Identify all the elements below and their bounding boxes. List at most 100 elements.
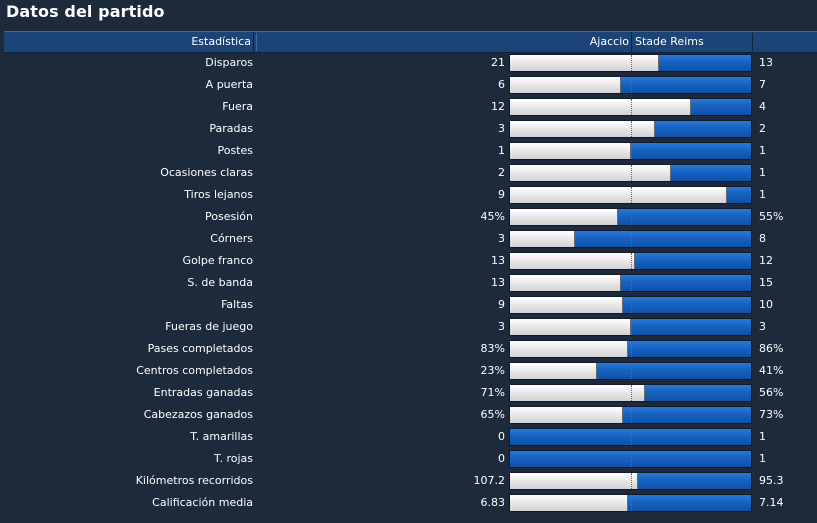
home-value: 1: [498, 144, 505, 157]
page-title: Datos del partido: [6, 2, 165, 21]
comparison-bar: [509, 406, 752, 424]
stat-row: Paradas 3 2: [0, 118, 817, 140]
bar-midline: [631, 385, 632, 401]
stat-label: Kilómetros recorridos: [135, 474, 253, 487]
stat-label: Golpe franco: [182, 254, 253, 267]
stat-row: Kilómetros recorridos 107.2 95.3: [0, 470, 817, 492]
bar-midline: [631, 473, 632, 489]
stat-label: Centros completados: [136, 364, 253, 377]
comparison-bar: [509, 340, 752, 358]
column-header-statistic[interactable]: Estadística: [4, 32, 254, 52]
column-header-home-team[interactable]: Ajaccio: [589, 35, 629, 48]
comparison-bar: [509, 208, 752, 226]
bar-midline: [631, 407, 632, 423]
comparison-bar: [509, 142, 752, 160]
comparison-bar: [509, 76, 752, 94]
comparison-bar: [509, 98, 752, 116]
bar-midline: [631, 209, 632, 225]
home-value: 13: [491, 254, 505, 267]
bar-midline: [631, 363, 632, 379]
stat-label: T. amarillas: [190, 430, 253, 443]
bar-midline: [631, 231, 632, 247]
home-share-fill: [510, 319, 631, 335]
comparison-bar: [509, 230, 752, 248]
comparison-bar: [509, 252, 752, 270]
home-value: 21: [491, 56, 505, 69]
home-share-fill: [510, 143, 631, 159]
stat-label: Postes: [217, 144, 253, 157]
bar-midline: [631, 341, 632, 357]
stat-row: Disparos 21 13: [0, 52, 817, 74]
home-value: 0: [498, 430, 505, 443]
bar-midline: [631, 297, 632, 313]
stat-label: A puerta: [205, 78, 253, 91]
home-share-fill: [510, 495, 629, 511]
comparison-bar: [509, 54, 752, 72]
column-header-away-team[interactable]: Stade Reims: [631, 32, 811, 52]
stat-label: Tiros lejanos: [184, 188, 253, 201]
bar-midline: [631, 275, 632, 291]
home-value: 6: [498, 78, 505, 91]
stat-row: Calificación media 6.83 7.14: [0, 492, 817, 514]
away-value: 4: [759, 100, 766, 113]
stats-table-body: Disparos 21 13 A puerta 6 7 Fuera 12 4 Paradas 3 2 P…: [0, 52, 817, 514]
away-value: 41%: [759, 364, 784, 377]
stat-row: Posesión 45% 55%: [0, 206, 817, 228]
home-share-fill: [510, 407, 624, 423]
away-value: 1: [759, 144, 766, 157]
away-value: 73%: [759, 408, 784, 421]
stat-label: Pases completados: [147, 342, 253, 355]
stat-label: Fuera: [222, 100, 253, 113]
bar-midline: [631, 429, 632, 445]
stat-label: Entradas ganadas: [153, 386, 253, 399]
stat-label: Faltas: [221, 298, 253, 311]
comparison-bar: [509, 274, 752, 292]
comparison-bar: [509, 494, 752, 512]
away-value: 7.14: [759, 496, 784, 509]
away-value: 2: [759, 122, 766, 135]
away-value: 13: [759, 56, 773, 69]
home-value: 71%: [480, 386, 505, 399]
bar-midline: [631, 121, 632, 137]
stat-row: Entradas ganadas 71% 56%: [0, 382, 817, 404]
stat-row: Faltas 9 10: [0, 294, 817, 316]
stat-row: Córners 3 8: [0, 228, 817, 250]
home-value: 0: [498, 452, 505, 465]
away-value: 1: [759, 430, 766, 443]
stat-row: Tiros lejanos 9 1: [0, 184, 817, 206]
home-value: 9: [498, 298, 505, 311]
home-share-fill: [510, 165, 672, 181]
stat-row: Centros completados 23% 41%: [0, 360, 817, 382]
stat-label: Posesión: [205, 210, 253, 223]
bar-midline: [631, 165, 632, 181]
stat-row: Postes 1 1: [0, 140, 817, 162]
stat-row: Pases completados 83% 86%: [0, 338, 817, 360]
home-value: 83%: [480, 342, 505, 355]
home-share-fill: [510, 275, 621, 291]
stat-label: S. de banda: [187, 276, 253, 289]
comparison-bar: [509, 318, 752, 336]
away-value: 1: [759, 166, 766, 179]
home-value: 3: [498, 232, 505, 245]
away-value: 7: [759, 78, 766, 91]
comparison-bar: [509, 164, 752, 182]
away-value: 8: [759, 232, 766, 245]
stat-row: Golpe franco 13 12: [0, 250, 817, 272]
home-value: 45%: [480, 210, 505, 223]
stat-label: Córners: [210, 232, 253, 245]
comparison-bar: [509, 362, 752, 380]
stat-row: Fuera 12 4: [0, 96, 817, 118]
stat-label: Ocasiones claras: [160, 166, 253, 179]
home-value: 65%: [480, 408, 505, 421]
stat-label: Paradas: [209, 122, 253, 135]
stat-row: Ocasiones claras 2 1: [0, 162, 817, 184]
header-divider: [256, 33, 257, 51]
stat-label: Fueras de juego: [165, 320, 253, 333]
away-value: 15: [759, 276, 773, 289]
stat-label: Calificación media: [152, 496, 253, 509]
home-share-fill: [510, 473, 638, 489]
away-value: 56%: [759, 386, 784, 399]
away-value: 1: [759, 188, 766, 201]
stat-label: Cabezazos ganados: [143, 408, 253, 421]
bar-midline: [631, 143, 632, 159]
